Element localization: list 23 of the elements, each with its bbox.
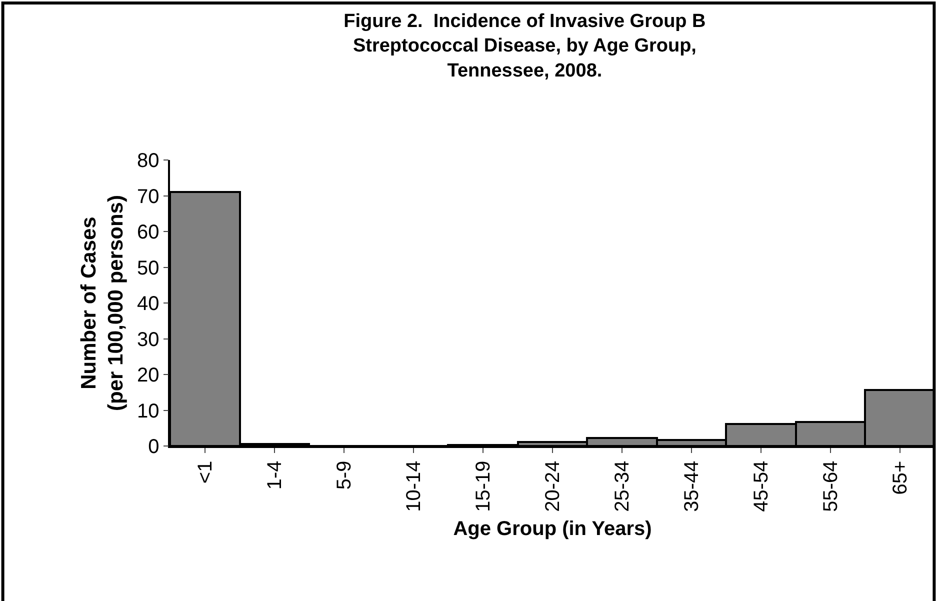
y-tick-label: 40 [137, 293, 160, 315]
y-tick-label: 0 [148, 436, 160, 458]
x-tick-label: 20-24 [542, 460, 564, 512]
x-tick-label: 45-54 [750, 460, 773, 512]
x-tick-label: 35-44 [681, 460, 704, 512]
x-tick-label: 65+ [890, 460, 912, 495]
x-axis-title: Age Group (in Years) [453, 518, 652, 540]
y-tick-label: 80 [137, 150, 160, 172]
y-tick-label: 50 [137, 257, 160, 280]
chart-title: Figure 2. Incidence of Invasive Group B Streptococcal Disease, by Age Group, Tennessee, 2008. [344, 11, 706, 82]
y-axis-title: Number of Cases (per 100,000 persons) [77, 195, 128, 411]
x-tick-label: 55-64 [820, 460, 842, 512]
x-tick-label: 15-19 [472, 460, 494, 512]
x-tick-label: <1 [194, 460, 216, 484]
x-tick-label: 1-4 [264, 460, 286, 490]
y-tick-label: 20 [137, 364, 160, 386]
x-tick-label: 25-34 [612, 460, 634, 512]
y-tick-label: 10 [137, 400, 160, 422]
x-tick-label: 10-14 [402, 460, 425, 512]
x-tick-label: 5-9 [333, 460, 356, 490]
y-tick-label: 70 [137, 186, 160, 208]
y-tick-label: 60 [137, 222, 160, 244]
y-tick-label: 30 [137, 328, 160, 351]
